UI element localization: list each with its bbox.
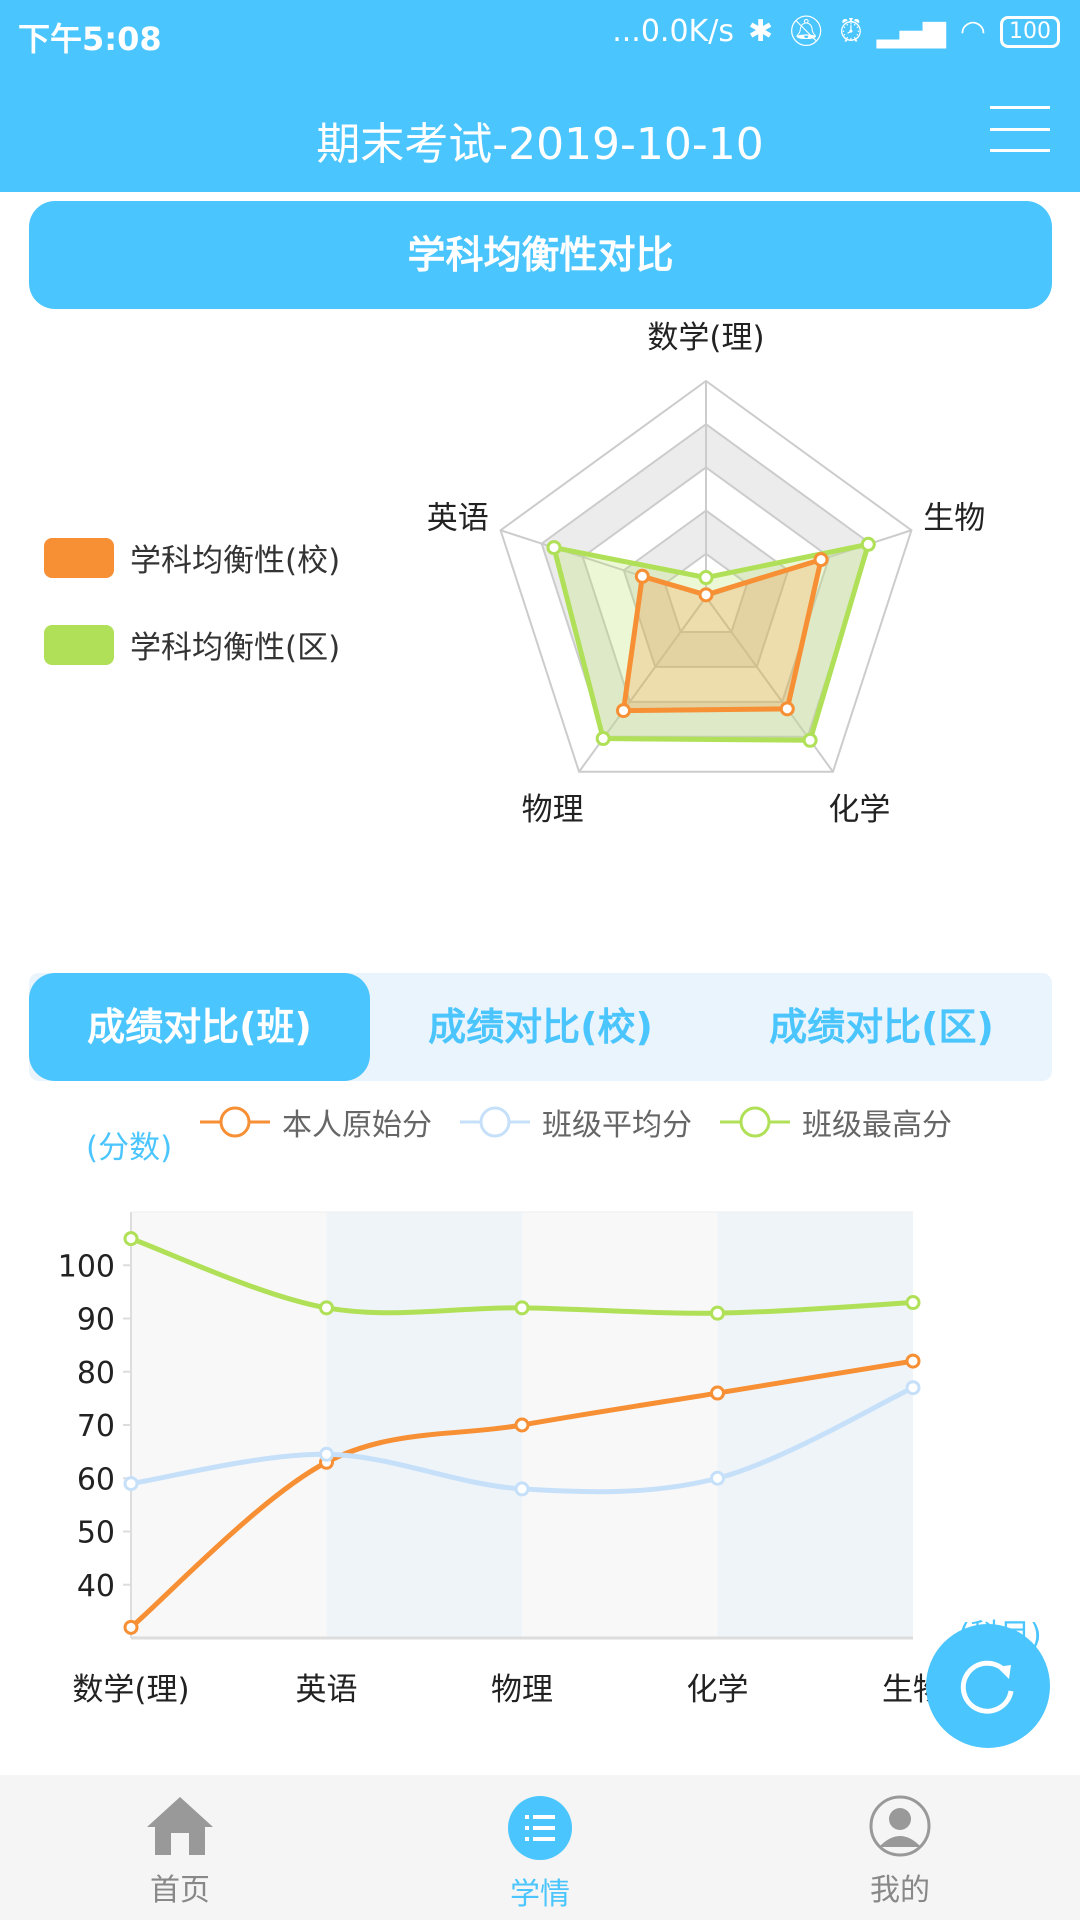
nav-label: 首页 (150, 1873, 210, 1908)
y-tick-label: 70 (77, 1409, 115, 1444)
y-axis-label: (分数) (86, 1130, 173, 1166)
nav-study[interactable]: 学情 (360, 1775, 720, 1920)
legend-item[interactable]: 学科均衡性(区) (44, 622, 340, 667)
radar-point (595, 731, 611, 747)
alarm-icon: ⏰︎ (839, 14, 863, 49)
x-tick-label: 数学(理) (72, 1672, 189, 1708)
y-tick-label: 100 (58, 1249, 115, 1284)
app-bar: 下午5:08 ...0.0K/s ✱ 🔕︎ ⏰︎ ▂▄▆ ◠ 100 期末考试-… (0, 0, 1080, 192)
data-point (514, 1300, 530, 1316)
menu-icon[interactable] (990, 106, 1050, 152)
page-title: 期末考试-2019-10-10 (316, 119, 764, 170)
legend-marker-icon (460, 1106, 530, 1138)
comparison-tabs: 成绩对比(班) 成绩对比(校) 成绩对比(区) (29, 973, 1052, 1081)
legend-marker-icon (720, 1106, 790, 1138)
legend-label: 学科均衡性(校) (130, 543, 341, 579)
nav-label: 学情 (510, 1877, 570, 1912)
x-tick-label: 英语 (296, 1672, 358, 1708)
wifi-icon: ◠ (959, 14, 986, 49)
data-point (710, 1385, 725, 1401)
legend-swatch (44, 624, 114, 665)
x-tick-label: 物理 (491, 1672, 553, 1708)
bottom-nav: 首页 学情 我的 (0, 1775, 1080, 1920)
refresh-icon (960, 1660, 1014, 1714)
data-point (710, 1305, 725, 1321)
data-point (123, 1619, 139, 1635)
radar-indicator-label: 生物 (923, 500, 985, 536)
legend-item[interactable]: 班级最高分 (720, 1100, 952, 1144)
radar-point (615, 703, 631, 719)
radar-point (634, 568, 650, 584)
legend-item[interactable]: 学科均衡性(校) (44, 535, 340, 580)
radar-indicator-label: 数学(理) (647, 320, 764, 356)
y-tick-label: 40 (77, 1569, 115, 1604)
data-point (123, 1231, 139, 1247)
legend-swatch (44, 537, 114, 578)
status-icons: ...0.0K/s ✱ 🔕︎ ⏰︎ ▂▄▆ ◠ 100 (612, 14, 1060, 49)
status-time: 下午5:08 (18, 20, 162, 58)
nav-mine[interactable]: 我的 (720, 1775, 1080, 1920)
data-point (905, 1295, 921, 1311)
mute-icon: 🔕︎ (787, 14, 826, 49)
radar-indicator-label: 化学 (828, 792, 890, 828)
radar-indicator-label: 英语 (427, 500, 489, 536)
y-tick-label: 90 (77, 1303, 115, 1338)
legend-label: 班级平均分 (542, 1108, 692, 1143)
radar-point (860, 536, 876, 552)
radar-point (779, 701, 795, 717)
data-point (319, 1446, 334, 1462)
line-legend: 本人原始分 班级平均分 班级最高分 (200, 1100, 952, 1144)
legend-item[interactable]: 班级平均分 (460, 1100, 692, 1144)
list-icon (508, 1796, 572, 1860)
nav-label: 我的 (870, 1873, 930, 1908)
radar-point (698, 587, 714, 603)
radar-series-area (620, 555, 825, 714)
signal-icon: ▂▄▆ (876, 14, 946, 49)
nav-home[interactable]: 首页 (0, 1775, 360, 1920)
legend-label: 本人原始分 (282, 1108, 432, 1143)
radar-point (802, 732, 818, 748)
chart-band (717, 1212, 913, 1638)
data-point (319, 1300, 334, 1316)
y-tick-label: 50 (77, 1516, 115, 1551)
legend-item[interactable]: 本人原始分 (200, 1100, 432, 1144)
tab-school[interactable]: 成绩对比(校) (428, 1005, 653, 1049)
user-icon (869, 1795, 931, 1857)
radar-point (813, 552, 829, 568)
y-tick-label: 80 (77, 1356, 115, 1391)
bluetooth-icon: ✱ (747, 14, 774, 49)
y-tick-label: 60 (77, 1462, 115, 1497)
legend-label: 学科均衡性(区) (130, 630, 341, 666)
chart-band (131, 1212, 327, 1638)
home-icon (147, 1797, 213, 1855)
x-tick-label: 化学 (687, 1672, 749, 1708)
battery-icon: 100 (1000, 15, 1060, 48)
chart-band (522, 1212, 718, 1638)
legend-label: 班级最高分 (802, 1108, 952, 1143)
legend-marker-icon (200, 1106, 270, 1138)
tab-class[interactable]: 成绩对比(班) (29, 973, 370, 1081)
data-point (905, 1380, 921, 1396)
section-title: 学科均衡性对比 (29, 201, 1052, 309)
network-speed: ...0.0K/s (612, 14, 734, 49)
radar-point (546, 540, 562, 556)
refresh-button[interactable] (926, 1624, 1050, 1748)
chart-band (326, 1212, 522, 1638)
data-point (514, 1417, 530, 1433)
data-point (514, 1481, 530, 1497)
data-point (123, 1476, 139, 1492)
radar-point (698, 570, 714, 586)
radar-indicator-label: 物理 (522, 792, 584, 828)
data-point (905, 1353, 921, 1369)
data-point (710, 1470, 725, 1486)
tab-district[interactable]: 成绩对比(区) (769, 1005, 994, 1049)
